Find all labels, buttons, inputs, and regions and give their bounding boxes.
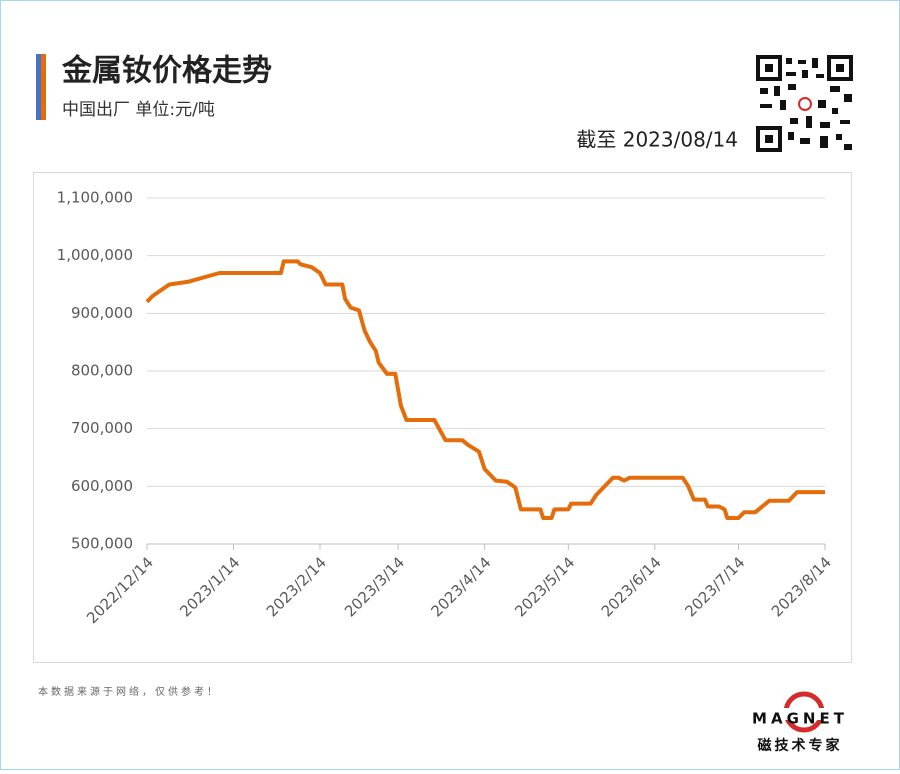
y-tick-label: 900,000 [71, 304, 133, 322]
y-tick-label: 700,000 [71, 419, 133, 437]
accent-bar [41, 54, 46, 120]
footnote: 本数据来源于网络，仅供参考！ [38, 685, 220, 698]
y-tick-label: 1,000,000 [57, 246, 133, 264]
as-of: 截至 2023/08/14 [576, 128, 738, 152]
logo: MAGNET 磁技术专家 [752, 691, 850, 754]
accent-bar [36, 54, 41, 120]
qr-code [756, 55, 853, 152]
title: 金属钕价格走势 [61, 54, 272, 89]
logo-text: MAGNET [752, 710, 848, 728]
subtitle: 中国出厂 单位:元/吨 [62, 100, 215, 120]
y-tick-label: 800,000 [71, 362, 133, 380]
y-tick-label: 600,000 [71, 477, 133, 495]
logo-slogan: 磁技术专家 [758, 737, 843, 754]
price-line [145, 259, 825, 520]
y-tick-label: 500,000 [71, 535, 133, 553]
y-tick-label: 1,100,000 [57, 189, 133, 207]
plot-frame [33, 172, 852, 663]
